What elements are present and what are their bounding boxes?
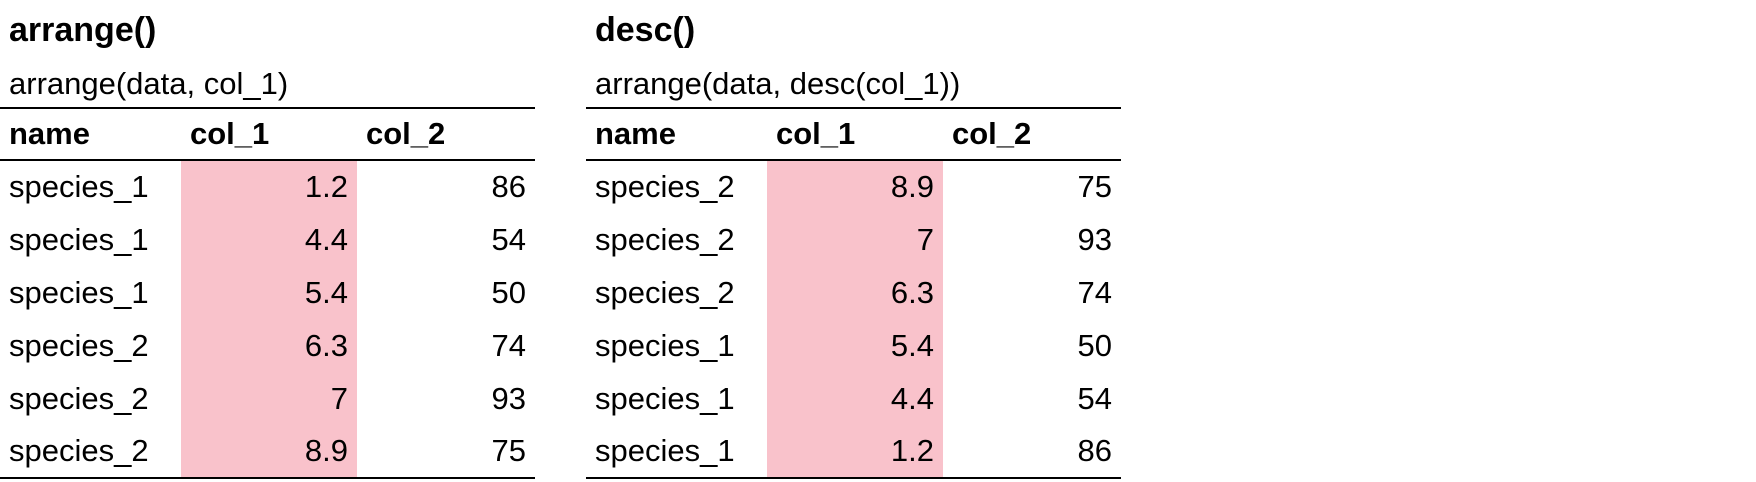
col-2-cell: 54 [1077, 380, 1112, 416]
name-cell: species_1 [586, 425, 767, 479]
name-cell: species_1 [9, 169, 149, 204]
col-2-cell: 86 [943, 425, 1121, 479]
data-table: name col_1 col_2 species_1 1.2 86 specie… [0, 107, 535, 479]
name-cell: species_1 [9, 274, 149, 310]
column-header-name: name [0, 107, 181, 161]
col-1-cell: 8.9 [181, 425, 357, 479]
col-2-cell: 86 [491, 169, 526, 204]
name-cell: species_2 [595, 169, 735, 204]
col-1-cell: 6.3 [767, 266, 943, 319]
table-row: species_2 7 93 [586, 213, 1121, 266]
name-cell: species_2 [9, 380, 149, 416]
table-row: species_2 8.9 75 [0, 425, 535, 479]
col-2-cell: 75 [1077, 169, 1112, 204]
table-row: species_2 6.3 74 [0, 319, 535, 372]
table-row: species_2 7 93 [0, 372, 535, 425]
col-1-cell: 4.4 [181, 213, 357, 266]
col-1-cell: 5.4 [181, 266, 357, 319]
panel-title: desc() [595, 11, 696, 49]
name-cell: species_1 [595, 380, 735, 416]
col-1-cell: 5.4 [767, 319, 943, 372]
table-row: species_1 5.4 50 [0, 266, 535, 319]
panel-subtitle: arrange(data, desc(col_1)) [595, 66, 961, 101]
table-row: species_1 5.4 50 [586, 319, 1121, 372]
column-header-col-2: col_2 [943, 107, 1121, 161]
col-2-cell: 74 [491, 327, 526, 363]
name-cell: species_2 [595, 274, 735, 310]
column-header-col-1: col_1 [767, 107, 943, 161]
name-cell: species_2 [0, 425, 181, 479]
column-header-col-1: col_1 [181, 107, 357, 161]
table-row: species_1 4.4 54 [586, 372, 1121, 425]
col-2-cell: 93 [491, 380, 526, 416]
col-2-cell: 50 [491, 274, 526, 310]
name-cell: species_1 [595, 327, 735, 363]
col-1-cell: 1.2 [181, 160, 357, 213]
col-2-cell: 75 [357, 425, 535, 479]
panel-subtitle: arrange(data, col_1) [9, 66, 289, 101]
name-cell: species_2 [9, 327, 149, 363]
col-1-cell: 1.2 [767, 425, 943, 479]
header-row: name col_1 col_2 [586, 107, 1121, 161]
column-header-col-2: col_2 [357, 107, 535, 161]
col-1-cell: 8.9 [767, 160, 943, 213]
col-1-cell: 7 [181, 372, 357, 425]
table-row: species_1 4.4 54 [0, 213, 535, 266]
col-2-cell: 93 [1077, 221, 1112, 257]
name-cell: species_1 [9, 221, 149, 257]
col-2-cell: 50 [1077, 327, 1112, 363]
table-row: species_1 1.2 86 [586, 425, 1121, 479]
column-header-name: name [586, 107, 767, 161]
col-2-cell: 54 [491, 221, 526, 257]
col-1-cell: 7 [767, 213, 943, 266]
name-cell: species_2 [595, 221, 735, 257]
header-row: name col_1 col_2 [0, 107, 535, 161]
col-1-cell: 4.4 [767, 372, 943, 425]
panel-title: arrange() [9, 11, 157, 49]
data-table: name col_1 col_2 species_2 8.9 75 specie… [586, 107, 1121, 479]
col-1-cell: 6.3 [181, 319, 357, 372]
col-2-cell: 74 [1077, 274, 1112, 310]
table-row: species_2 6.3 74 [586, 266, 1121, 319]
table-row: species_2 8.9 75 [586, 160, 1121, 213]
table-row: species_1 1.2 86 [0, 160, 535, 213]
